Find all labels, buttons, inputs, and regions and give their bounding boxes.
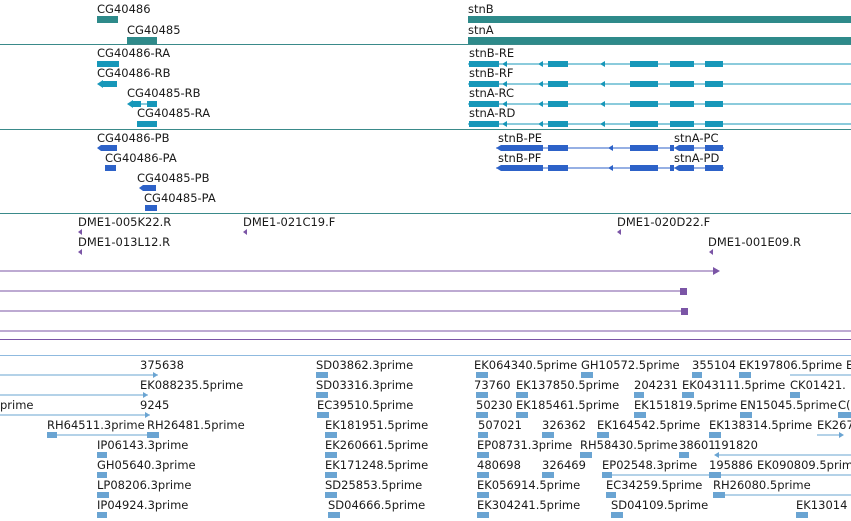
gene-label-cg40485[interactable]: CG40485 [127, 23, 181, 37]
oligo-label[interactable]: DME1-013L12.R [78, 235, 171, 249]
est-label[interactable]: 326362 [542, 418, 586, 432]
est-label[interactable]: GH10572.5prime [581, 358, 680, 372]
est-label[interactable]: IP06143.3prime [97, 438, 189, 452]
est-label[interactable]: EP02548.3prime [602, 458, 698, 472]
est-label[interactable]: 50230 [476, 398, 513, 412]
est-label[interactable]: EK090809.5prime [757, 458, 851, 472]
est-label[interactable]: EK088235.5prime [140, 378, 244, 392]
est-label[interactable]: prime [0, 398, 34, 412]
est-label[interactable]: SD03862.3prime [316, 358, 414, 372]
gene-feature-stna[interactable] [468, 37, 851, 44]
est-label[interactable]: 9245 [140, 398, 170, 412]
protein-label-cg40486-pa[interactable]: CG40486-PA [105, 151, 177, 165]
est-label[interactable]: EK267 [817, 418, 851, 432]
transcript-label-cg40486-ra[interactable]: CG40486-RA [97, 46, 171, 60]
protein-label-cg40486-pb[interactable]: CG40486-PB [97, 131, 170, 145]
est-label[interactable]: EK137850.5prime [516, 378, 620, 392]
transcript-label-cg40485-rb[interactable]: CG40485-RB [127, 86, 201, 100]
transcript-feature[interactable] [103, 81, 117, 87]
oligo-features[interactable] [0, 0, 851, 350]
est-label[interactable]: EK185461.5prime [516, 398, 620, 412]
est-label[interactable]: 204231 [634, 378, 678, 392]
est-label[interactable]: 38601 [679, 438, 716, 452]
est-label[interactable]: EN15045.5prime [740, 398, 837, 412]
gene-label-stnb[interactable]: stnB [468, 2, 494, 16]
transcript-label-cg40486-rb[interactable]: CG40486-RB [97, 66, 171, 80]
est-label[interactable]: CK01421. [790, 378, 846, 392]
est-label[interactable]: 191820 [714, 438, 758, 452]
transcript-stna-rd[interactable] [468, 121, 851, 127]
est-label[interactable]: EC39510.5prime [317, 398, 414, 412]
est-label[interactable]: 507021 [478, 418, 522, 432]
transcript-label-stna-rc[interactable]: stnA-RC [469, 86, 515, 100]
protein-label-stna-pc[interactable]: stnA-PC [674, 131, 719, 145]
gene-label-cg40486[interactable]: CG40486 [97, 2, 151, 16]
est-label[interactable]: IP04924.3prime [97, 498, 189, 512]
oligo-label[interactable]: DME1-005K22.R [78, 215, 172, 229]
gene-label-stna[interactable]: stnA [468, 23, 494, 37]
protein-label-cg40485-pb[interactable]: CG40485-PB [137, 171, 210, 185]
gene-feature-cg40486[interactable] [97, 16, 118, 23]
est-label[interactable]: SD25853.5prime [325, 478, 423, 492]
transcript-stnb-rf[interactable] [468, 81, 851, 87]
gene-feature-stnb[interactable] [468, 16, 851, 23]
est-label[interactable]: 195886 [709, 458, 753, 472]
protein-features[interactable] [0, 0, 851, 215]
transcript-label-stnb-re[interactable]: stnB-RE [469, 46, 515, 60]
transcript-label-cg40485-ra[interactable]: CG40485-RA [137, 106, 211, 120]
est-label[interactable]: 326469 [542, 458, 586, 472]
transcript-label-stnb-rf[interactable]: stnB-RF [469, 66, 514, 80]
est-label[interactable]: EK043111.5prime [682, 378, 786, 392]
est-label[interactable]: 375638 [140, 358, 184, 372]
est-label[interactable]: EK138314.5prime [709, 418, 813, 432]
oligo-label[interactable]: DME1-021C19.F [243, 215, 336, 229]
est-label[interactable]: C( [838, 398, 851, 412]
protein-label-stna-pd[interactable]: stnA-PD [674, 151, 720, 165]
protein-label-stnb-pf[interactable]: stnB-PF [498, 151, 542, 165]
transcript-label-stna-rd[interactable]: stnA-RD [469, 106, 516, 120]
est-label[interactable]: EK304241.5prime [477, 498, 581, 512]
oligo-label[interactable]: DME1-020D22.F [617, 215, 711, 229]
est-label[interactable]: EK056914.5prime [477, 478, 581, 492]
transcript-feature[interactable] [147, 101, 157, 107]
est-label[interactable]: RH64511.3prime [47, 418, 145, 432]
est-label[interactable]: EK064340.5prime [474, 358, 578, 372]
track-separator-genes [0, 44, 851, 45]
est-label[interactable]: EK164542.5prime [597, 418, 701, 432]
track-separator-proteins [0, 213, 851, 214]
est-label[interactable]: EK151819.5prime [634, 398, 738, 412]
transcript-stnb-re[interactable] [468, 61, 851, 67]
protein-label-cg40485-pa[interactable]: CG40485-PA [144, 191, 216, 205]
est-label[interactable]: RH58430.5prime [580, 438, 678, 452]
est-label[interactable]: EK260661.5prime [325, 438, 429, 452]
gene-feature-cg40485[interactable] [127, 37, 157, 44]
est-label[interactable]: EP08731.3prime [477, 438, 573, 452]
est-label[interactable]: EK13014 [796, 498, 848, 512]
track-separator-transcripts [0, 129, 851, 130]
est-label[interactable]: GH05640.3prime [97, 458, 196, 472]
est-label[interactable]: SD04109.5prime [611, 498, 709, 512]
oligo-label[interactable]: DME1-001E09.R [708, 235, 802, 249]
est-label[interactable]: 355104 [692, 358, 736, 372]
est-label[interactable]: 73760 [474, 378, 511, 392]
est-label[interactable]: RH26080.5prime [713, 478, 811, 492]
est-label[interactable]: EC34259.5prime [606, 478, 703, 492]
transcript-feature[interactable] [137, 121, 157, 127]
est-label[interactable]: SD03316.3prime [316, 378, 414, 392]
est-label[interactable]: LP08206.3prime [97, 478, 192, 492]
protein-label-stnb-pe[interactable]: stnB-PE [498, 131, 543, 145]
transcript-stna-rc[interactable] [468, 101, 851, 107]
track-separator-est-top [0, 355, 851, 356]
est-label[interactable]: SD04666.5prime [328, 498, 426, 512]
est-label[interactable]: E [846, 358, 851, 372]
est-label[interactable]: 480698 [477, 458, 521, 472]
est-label[interactable]: EK181951.5prime [325, 418, 429, 432]
est-label[interactable]: EK197806.5prime [739, 358, 843, 372]
transcript-feature[interactable] [97, 61, 119, 67]
est-label[interactable]: EK171248.5prime [325, 458, 429, 472]
transcript-features[interactable] [0, 0, 851, 130]
est-label[interactable]: RH26481.5prime [147, 418, 245, 432]
track-separator-oligos [0, 339, 851, 340]
